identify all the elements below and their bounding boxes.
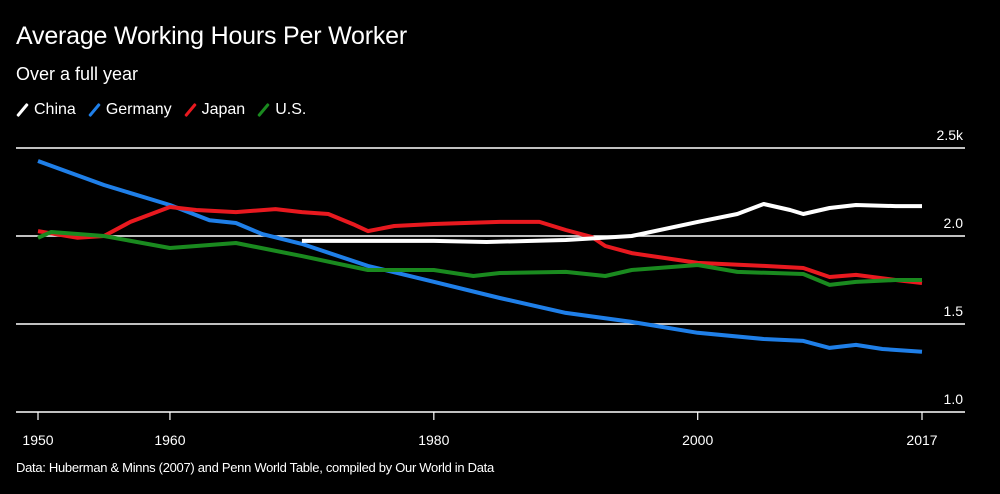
legend-item-us: U.S. (257, 101, 306, 119)
legend-item-china: China (16, 101, 76, 119)
y-tick-label: 2.0 (944, 215, 964, 231)
series-line-us (37, 230, 922, 287)
y-tick-label: 2.5k (937, 127, 964, 143)
y-tick-label: 1.5 (944, 303, 964, 319)
x-tick-label: 2017 (906, 432, 937, 448)
series-line-japan (37, 205, 923, 285)
legend: China Germany Japan U.S. (16, 101, 318, 119)
x-tick-label: 1960 (154, 432, 185, 448)
chart-subtitle: Over a full year (16, 64, 139, 84)
x-tick-label: 1980 (418, 432, 449, 448)
y-tick-label: 1.0 (944, 391, 964, 407)
legend-item-germany: Germany (88, 101, 172, 119)
legend-label-japan: Japan (201, 101, 246, 118)
x-tick-label: 2000 (682, 432, 713, 448)
chart-title: Average Working Hours Per Worker (16, 22, 407, 50)
x-tick-label: 1950 (22, 432, 53, 448)
legend-label-china: China (34, 101, 76, 118)
series-line-germany (37, 159, 923, 354)
source-note: Data: Huberman & Minns (2007) and Penn W… (16, 460, 494, 475)
series-line-china (301, 202, 922, 244)
legend-label-us: U.S. (275, 101, 307, 118)
legend-label-germany: Germany (105, 101, 172, 118)
legend-item-japan: Japan (184, 101, 246, 119)
